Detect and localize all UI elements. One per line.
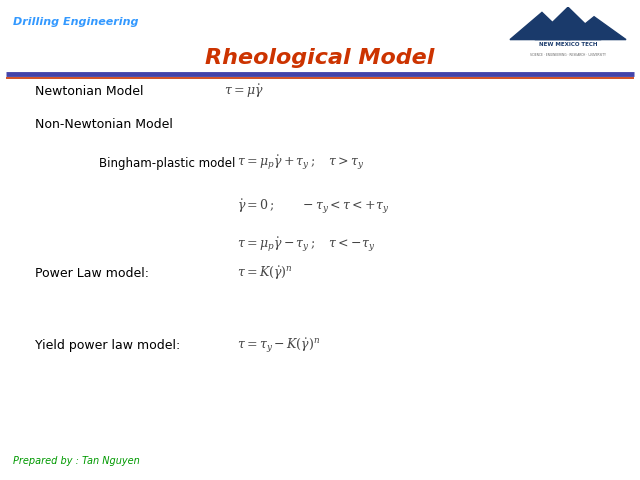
Text: NEW MEXICO TECH: NEW MEXICO TECH — [539, 42, 597, 47]
Text: Bingham-plastic model: Bingham-plastic model — [99, 156, 236, 170]
Text: Prepared by : Tan Nguyen: Prepared by : Tan Nguyen — [13, 456, 140, 466]
Polygon shape — [510, 12, 570, 39]
Text: Newtonian Model: Newtonian Model — [35, 84, 144, 98]
Polygon shape — [535, 7, 601, 39]
Text: $\tau = \mu \dot{\gamma}$: $\tau = \mu \dot{\gamma}$ — [224, 83, 264, 100]
Text: Rheological Model: Rheological Model — [205, 48, 435, 68]
Text: $\tau = \tau_y - K\left(\dot{\gamma}\right)^n$: $\tau = \tau_y - K\left(\dot{\gamma}\rig… — [237, 336, 320, 355]
Polygon shape — [566, 17, 626, 39]
Text: $\tau = K\left(\dot{\gamma}\right)^n$: $\tau = K\left(\dot{\gamma}\right)^n$ — [237, 265, 292, 282]
Text: Power Law model:: Power Law model: — [35, 267, 149, 280]
Text: Drilling Engineering: Drilling Engineering — [13, 17, 138, 27]
Text: SCIENCE · ENGINEERING · RESEARCH · UNIVERSITY: SCIENCE · ENGINEERING · RESEARCH · UNIVE… — [530, 53, 606, 57]
Text: $\tau = \mu_p \dot{\gamma} + \tau_y\,;\quad \tau > \tau_y$: $\tau = \mu_p \dot{\gamma} + \tau_y\,;\q… — [237, 154, 364, 172]
Text: $\tau = \mu_p \dot{\gamma} - \tau_y\,;\quad \tau < -\tau_y$: $\tau = \mu_p \dot{\gamma} - \tau_y\,;\q… — [237, 236, 375, 254]
Text: $\dot{\gamma} = 0\,;\qquad -\tau_y < \tau < +\tau_y$: $\dot{\gamma} = 0\,;\qquad -\tau_y < \ta… — [237, 197, 389, 216]
Text: Non-Newtonian Model: Non-Newtonian Model — [35, 118, 173, 132]
Text: Yield power law model:: Yield power law model: — [35, 339, 180, 352]
